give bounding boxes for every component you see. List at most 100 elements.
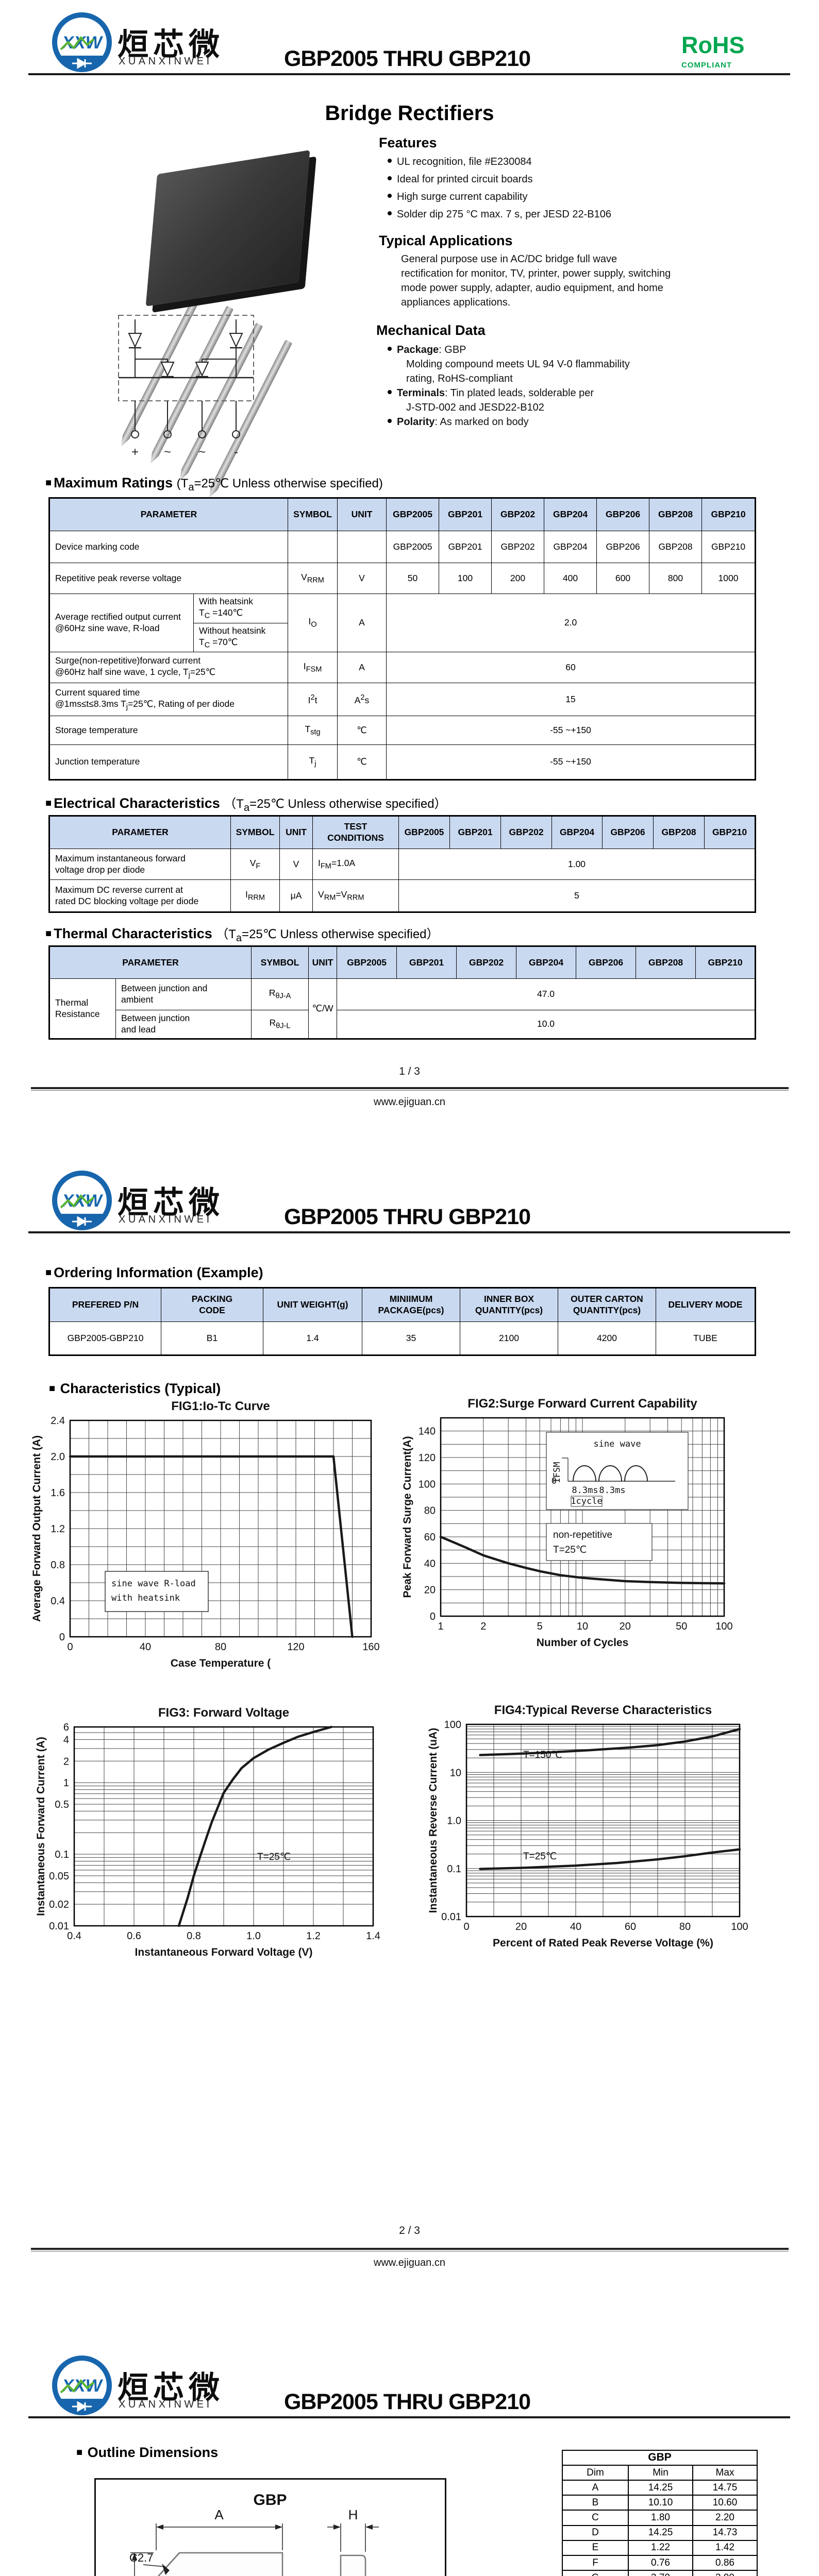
- application-line: mode power supply, adapter, audio equipm…: [401, 282, 663, 294]
- symbol-cell: IO: [288, 594, 338, 652]
- svg-text:0.6: 0.6: [127, 1930, 141, 1942]
- header-rule: [28, 2416, 790, 2418]
- col-header-parameter: PARAMETER: [49, 946, 252, 979]
- page-number: 1 / 3: [399, 1065, 420, 1077]
- svg-text:0.01: 0.01: [441, 1911, 461, 1923]
- svg-text:1.2: 1.2: [51, 1523, 65, 1535]
- col-header: GBP210: [701, 498, 756, 531]
- svg-text:0.4: 0.4: [51, 1596, 65, 1607]
- symbol-cell: [288, 531, 338, 563]
- col-header: GBP202: [491, 498, 545, 531]
- mechanical-line: J-STD-002 and JESD22-B102: [406, 402, 544, 413]
- col-header: Dim: [562, 2465, 629, 2481]
- footer-url: www.ejiguan.cn: [374, 2257, 445, 2268]
- unit-cell: μA: [279, 879, 313, 912]
- unit-cell: V: [337, 563, 387, 594]
- svg-text:Instantaneous Forward Current: Instantaneous Forward Current (A): [35, 1737, 47, 1916]
- svg-text:0.8: 0.8: [51, 1560, 65, 1571]
- dim-cell: 14.75: [692, 2479, 758, 2496]
- dim-cell: G: [562, 2570, 629, 2576]
- svg-text:0.01: 0.01: [49, 1921, 69, 1932]
- schematic-terminal-label: +: [131, 445, 139, 459]
- mechanical-line: Molding compound meets UL 94 V-0 flammab…: [406, 359, 630, 370]
- table-row: A 14.25 14.75: [562, 2479, 758, 2496]
- symbol-cell: Tj: [288, 744, 338, 779]
- col-header: GBP206: [602, 816, 654, 849]
- symbol-cell: IFSM: [288, 652, 338, 683]
- svg-text:40: 40: [424, 1558, 436, 1569]
- table-row: Storage temperature Tstg ℃ -55 ~+150: [49, 716, 756, 745]
- dim-cell: A: [562, 2479, 629, 2496]
- svg-text:100: 100: [444, 1719, 461, 1731]
- footer-rule: [31, 1087, 789, 1091]
- test-condition-cell: VRM=VRRM: [312, 879, 399, 912]
- table-row: G3.703.90: [562, 2570, 758, 2576]
- bullet-icon: [388, 390, 392, 394]
- col-header: GBP208: [636, 946, 696, 979]
- dim-cell: 3.70: [628, 2570, 693, 2576]
- series-curve: [439, 1535, 726, 1585]
- value-cell: 2100: [460, 1321, 558, 1355]
- param-cell: Average rectified output current @60Hz s…: [49, 594, 194, 652]
- svg-text:Number of Cycles: Number of Cycles: [537, 1637, 629, 1649]
- svg-text:20: 20: [515, 1921, 527, 1933]
- feature-item: High surge current capability: [388, 191, 527, 203]
- brand-name-en: XUANXINWEI: [119, 1214, 212, 1225]
- mechanical-line: Package: GBP: [388, 344, 466, 356]
- dim-cell: F: [562, 2554, 629, 2571]
- dimensions-table: GBP Dim Min Max A 14.25 14.75 B 10.10 10.60 C 1.80 2…: [561, 2450, 758, 2576]
- col-header: UNIT WEIGHT(g): [263, 1288, 362, 1322]
- dimension-label: A: [214, 2507, 224, 2522]
- feature-item: Ideal for printed circuit boards: [388, 174, 532, 185]
- group-label-cell: Thermal Resistance: [49, 978, 116, 1039]
- svg-text:Tj=25℃: Tj=25℃: [523, 1851, 557, 1862]
- value-cell: GBP202: [491, 531, 545, 563]
- header-rule: [28, 1231, 790, 1233]
- table-row: B 10.10 10.60: [562, 2495, 758, 2511]
- value-cell: GBP208: [649, 531, 703, 563]
- col-header: GBP202: [500, 816, 552, 849]
- svg-text:160: 160: [362, 1641, 379, 1653]
- electrical-table: PARAMETER SYMBOL UNIT TEST CONDITIONS GBP2005…: [48, 815, 756, 913]
- svg-text:0.5: 0.5: [55, 1799, 69, 1810]
- svg-text:IFSM: IFSM: [552, 1462, 562, 1483]
- value-cell: 5: [398, 879, 755, 912]
- value-cell: GBP206: [596, 531, 650, 563]
- dim-cell: 14.25: [628, 2524, 693, 2541]
- feature-item: UL recognition, file #E230084: [388, 156, 532, 168]
- svg-text:Tj=25℃: Tj=25℃: [553, 1545, 587, 1555]
- dim-cell: B: [562, 2495, 629, 2511]
- col-header: GBP210: [695, 946, 756, 979]
- col-header: GBP204: [544, 498, 597, 531]
- svg-text:100: 100: [715, 1621, 732, 1632]
- param-cell: Junction temperature: [49, 744, 289, 779]
- svg-text:20: 20: [620, 1621, 631, 1632]
- svg-text:80: 80: [215, 1641, 226, 1653]
- dim-cell: 14.25: [628, 2479, 693, 2496]
- svg-text:0.1: 0.1: [55, 1849, 69, 1860]
- svg-text:0.8: 0.8: [187, 1930, 201, 1942]
- col-header: SYMBOL: [251, 946, 309, 979]
- svg-text:1: 1: [438, 1621, 443, 1632]
- param-cell: Device marking code: [49, 531, 289, 563]
- company-logo-icon: XXW: [52, 12, 112, 72]
- value-cell: 1.4: [263, 1321, 362, 1355]
- square-bullet-icon: ■: [49, 1383, 58, 1394]
- company-logo-icon: XXW: [52, 2355, 112, 2415]
- value-cell: 50: [386, 563, 440, 594]
- svg-text:FIG2:Surge Forward Current Cap: FIG2:Surge Forward Current Capability: [467, 1397, 697, 1411]
- value-cell: B1: [161, 1321, 263, 1355]
- svg-text:0: 0: [551, 1476, 557, 1486]
- symbol-cell: Tstg: [288, 716, 338, 745]
- svg-text:8.3ms: 8.3ms: [599, 1485, 625, 1496]
- table-row: Average rectified output current @60Hz s…: [49, 594, 756, 652]
- col-header: GBP2005: [337, 946, 397, 979]
- svg-text:2.4: 2.4: [51, 1415, 65, 1427]
- table-row: Junction temperature Tj ℃ -55 ~+150: [49, 744, 756, 779]
- value-cell: GBP2005: [386, 531, 440, 563]
- application-line: appliances applications.: [401, 297, 511, 308]
- svg-text:6: 6: [63, 1722, 69, 1733]
- footer-rule: [31, 2248, 789, 2251]
- value-cell: GBP204: [544, 531, 597, 563]
- series-curve: [69, 1455, 354, 1638]
